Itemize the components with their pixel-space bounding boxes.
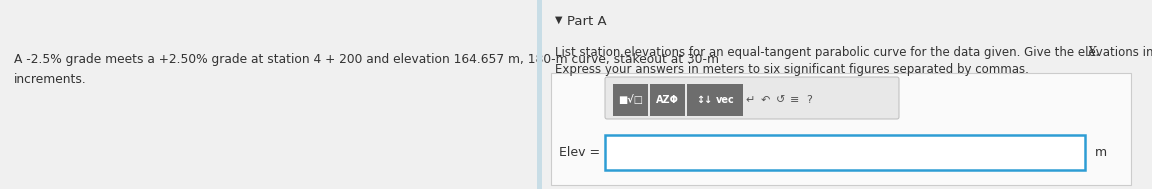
FancyBboxPatch shape xyxy=(605,135,1085,170)
Text: Elev =: Elev = xyxy=(559,146,600,159)
Text: A -2.5% grade meets a +2.50% grade at station 4 + 200 and elevation 164.657 m, 1: A -2.5% grade meets a +2.50% grade at st… xyxy=(14,53,719,86)
Text: ?: ? xyxy=(806,95,812,105)
FancyBboxPatch shape xyxy=(687,84,722,116)
Text: AZΦ: AZΦ xyxy=(655,95,679,105)
Text: ↵: ↵ xyxy=(745,95,755,105)
Text: Express your answers in meters to six significant figures separated by commas.: Express your answers in meters to six si… xyxy=(555,63,1029,76)
Text: Part A: Part A xyxy=(567,15,607,28)
FancyBboxPatch shape xyxy=(708,84,743,116)
Text: vec: vec xyxy=(717,95,735,105)
Text: m: m xyxy=(1096,146,1107,159)
Text: List station elevations for an equal-tangent parabolic curve for the data given.: List station elevations for an equal-tan… xyxy=(555,46,1152,59)
Text: ↺: ↺ xyxy=(776,95,786,105)
Text: ↶: ↶ xyxy=(760,95,770,105)
Text: X.: X. xyxy=(1087,46,1099,59)
FancyBboxPatch shape xyxy=(605,77,899,119)
Text: ■√□: ■√□ xyxy=(617,95,643,105)
Text: ≡: ≡ xyxy=(790,95,799,105)
FancyBboxPatch shape xyxy=(650,84,685,116)
Text: ▼: ▼ xyxy=(555,15,562,25)
Bar xyxy=(537,0,541,189)
FancyBboxPatch shape xyxy=(551,73,1131,185)
FancyBboxPatch shape xyxy=(613,84,647,116)
Text: ↕↓: ↕↓ xyxy=(696,95,713,105)
